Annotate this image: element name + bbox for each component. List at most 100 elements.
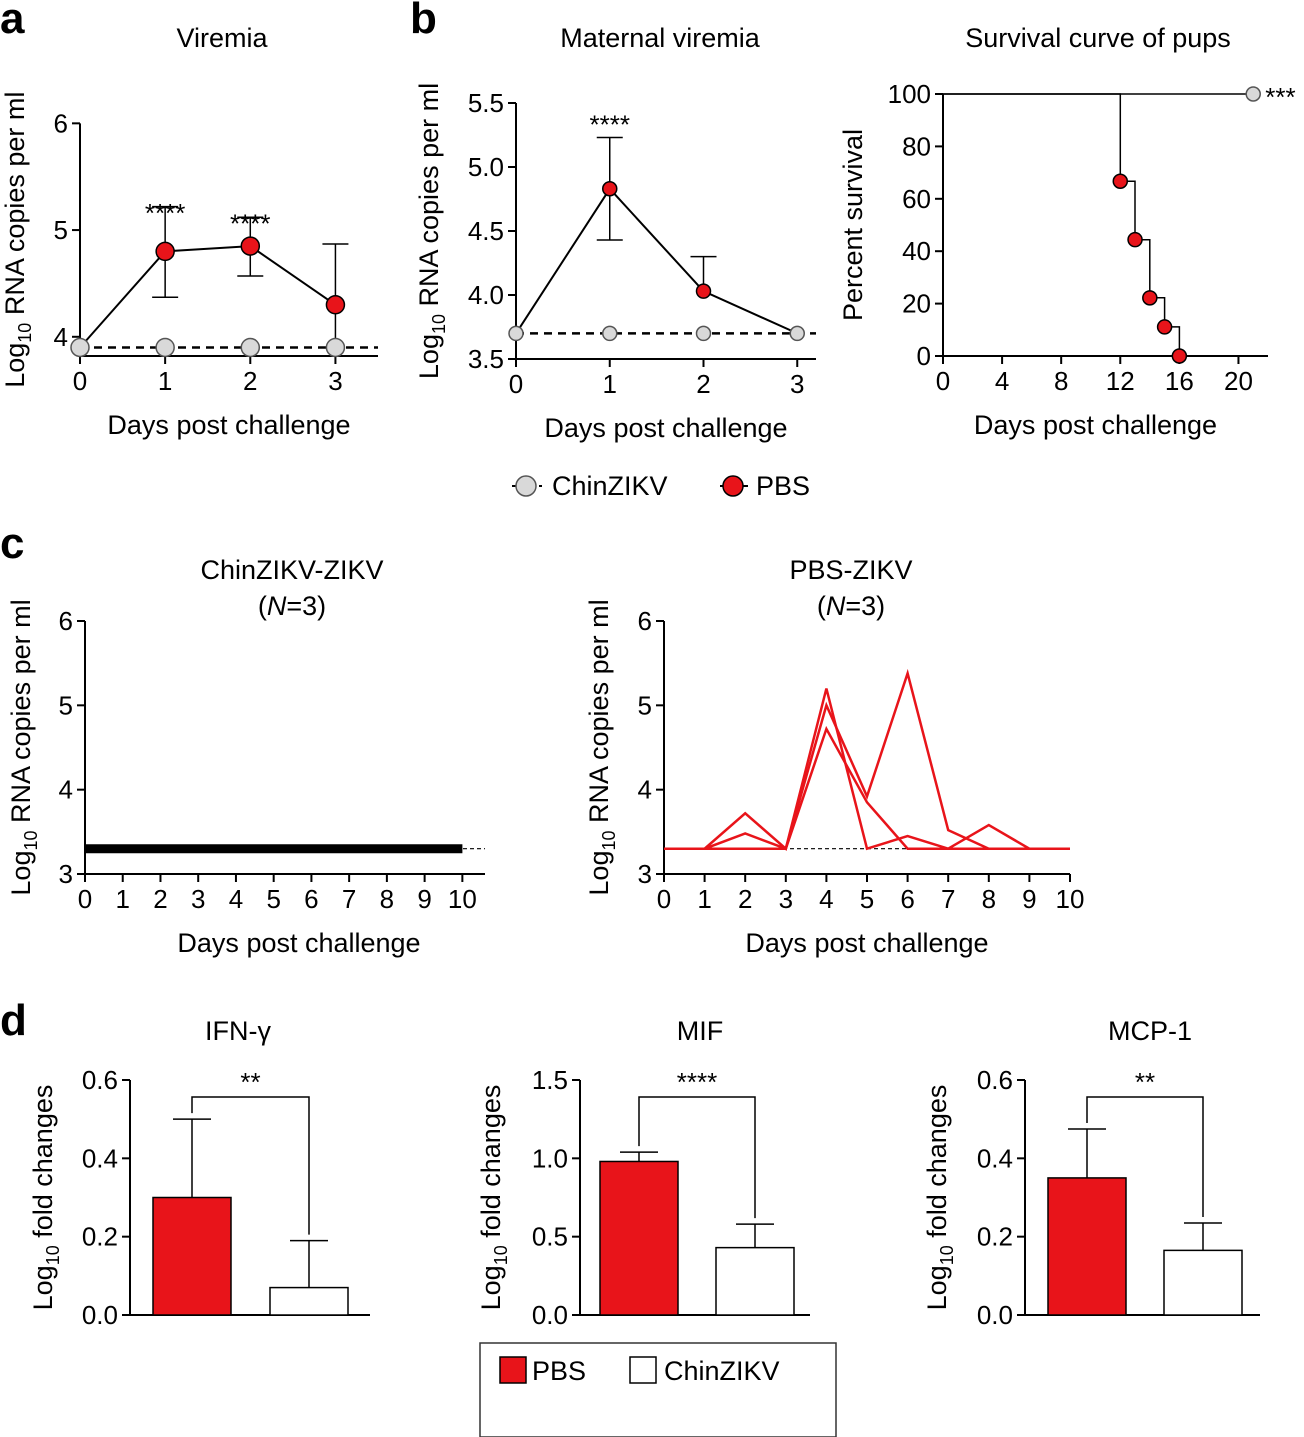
legend-chinzikv-label: ChinZIKV xyxy=(552,471,668,501)
x-axis-label: Days post challenge xyxy=(544,413,787,443)
significance-label: *** xyxy=(1265,82,1295,112)
data-point-chinzikv xyxy=(602,325,618,342)
y-tick-label: 6 xyxy=(638,606,652,636)
chart-viremia: Viremia 4 5 6 0 1 2 3 Days post challenge Log10 R… xyxy=(0,23,378,440)
y-tick-label: 1.5 xyxy=(532,1065,568,1095)
x-tick-label: 4 xyxy=(819,884,833,914)
chart-subtitle: (N=3) xyxy=(817,591,885,621)
x-tick-label: 1 xyxy=(603,369,617,399)
y-tick-label: 100 xyxy=(888,79,931,109)
y-tick-label: 0.6 xyxy=(977,1065,1013,1095)
y-axis-label: Log10 fold changes xyxy=(28,1085,63,1311)
bar-chinzikv xyxy=(1163,1249,1243,1316)
x-tick-label: 20 xyxy=(1224,366,1253,396)
y-tick-label: 0.0 xyxy=(82,1300,118,1330)
x-tick-label: 8 xyxy=(380,884,394,914)
chart-title: Maternal viremia xyxy=(560,23,761,53)
chart-subtitle: (N=3) xyxy=(258,591,326,621)
significance-label: **** xyxy=(677,1067,717,1097)
x-tick-label: 7 xyxy=(342,884,356,914)
data-point-pbs xyxy=(1142,290,1158,306)
significance-label: **** xyxy=(230,209,270,239)
x-tick-label: 0 xyxy=(509,369,523,399)
x-tick-label: 3 xyxy=(328,366,342,396)
x-tick-label: 4 xyxy=(995,366,1009,396)
y-tick-label: 5.5 xyxy=(468,88,504,118)
data-point-pbs xyxy=(1127,231,1143,248)
bar-pbs xyxy=(152,1196,232,1316)
series-line-pbs xyxy=(515,187,798,335)
x-tick-label: 10 xyxy=(448,884,477,914)
x-tick-label: 8 xyxy=(982,884,996,914)
y-tick-label: 0.0 xyxy=(532,1300,568,1330)
x-axis-label: Days post challenge xyxy=(177,928,420,958)
data-point-chinzikv xyxy=(155,337,175,358)
x-tick-label: 2 xyxy=(696,369,710,399)
y-axis-label: Log10 RNA copies per ml xyxy=(584,599,619,895)
data-point-pbs xyxy=(1112,173,1129,189)
y-tick-label: 0.5 xyxy=(532,1222,568,1252)
panel-letter-c: c xyxy=(0,519,24,568)
y-tick-label: 4.0 xyxy=(468,280,504,310)
chart-mcp1: MCP-1 0.0 0.2 0.4 0.6 Log10 fold changes ** xyxy=(922,1016,1260,1330)
y-tick-label: 4 xyxy=(59,775,73,805)
x-tick-label: 0 xyxy=(73,366,87,396)
y-axis-label: Log10 RNA copies per ml xyxy=(414,83,449,379)
data-point-chinzikv xyxy=(508,325,524,342)
legend-top: ChinZIKV PBS xyxy=(512,471,810,501)
data-point-chinzikv xyxy=(695,325,712,342)
x-axis-label: Days post challenge xyxy=(107,410,350,440)
y-tick-label: 40 xyxy=(902,236,931,266)
y-tick-label: 0.4 xyxy=(977,1143,1013,1173)
chart-survival-curve: Survival curve of pups 0 20 40 60 80 100 0 4 8 12 1… xyxy=(838,23,1296,440)
significance-label: ** xyxy=(1135,1067,1155,1097)
bar-pbs xyxy=(1047,1177,1127,1316)
chart-title: MCP-1 xyxy=(1108,1016,1192,1046)
y-axis-label: Log10 fold changes xyxy=(922,1085,957,1311)
x-tick-label: 2 xyxy=(738,884,752,914)
legend-bottom-chinzikv-label: ChinZIKV xyxy=(664,1356,780,1386)
data-point-pbs xyxy=(695,283,712,299)
chart-title: ChinZIKV-ZIKV xyxy=(200,555,383,585)
data-point-pbs xyxy=(155,241,175,262)
y-tick-label: 0.2 xyxy=(82,1222,118,1252)
significance-bracket xyxy=(638,1096,756,1219)
legend-chinzikv-marker xyxy=(515,475,537,497)
panel-letter-d: d xyxy=(0,996,27,1045)
data-point-chinzikv xyxy=(325,337,346,358)
chart-maternal-viremia: Maternal viremia 3.5 4.0 4.5 5.0 5.5 0 1 2 3Days … xyxy=(414,23,816,443)
data-point-chinzikv xyxy=(240,337,261,358)
y-tick-label: 0.6 xyxy=(82,1065,118,1095)
data-point-chinzikv xyxy=(1245,86,1261,102)
x-tick-label: 1 xyxy=(697,884,711,914)
x-tick-label: 3 xyxy=(790,369,804,399)
data-point-pbs xyxy=(325,295,346,315)
y-tick-label: 0 xyxy=(917,341,931,371)
series-line-mouse-3 xyxy=(664,725,1070,850)
x-tick-label: 12 xyxy=(1106,366,1135,396)
y-tick-label: 5 xyxy=(54,215,68,245)
significance-bracket xyxy=(1086,1096,1204,1217)
x-tick-label: 8 xyxy=(1054,366,1068,396)
y-axis-label: Percent survival xyxy=(838,129,868,321)
significance-bracket xyxy=(191,1096,310,1235)
data-point-pbs xyxy=(602,181,618,197)
x-tick-label: 1 xyxy=(158,366,172,396)
x-tick-label: 0 xyxy=(936,366,950,396)
y-tick-label: 4 xyxy=(638,775,652,805)
panel-letter-a: a xyxy=(0,0,25,43)
data-point-pbs xyxy=(240,236,261,256)
y-tick-label: 5 xyxy=(59,690,73,720)
x-tick-label: 2 xyxy=(243,366,257,396)
survival-step-pbs xyxy=(943,93,1181,356)
y-tick-label: 6 xyxy=(59,606,73,636)
series-line-pbs xyxy=(79,245,336,349)
y-tick-label: 3 xyxy=(59,859,73,889)
x-tick-label: 10 xyxy=(1056,884,1085,914)
y-tick-label: 6 xyxy=(54,108,68,138)
x-tick-label: 4 xyxy=(229,884,243,914)
x-axis-label: Days post challenge xyxy=(974,410,1217,440)
legend-bottom-pbs-swatch xyxy=(499,1356,527,1384)
